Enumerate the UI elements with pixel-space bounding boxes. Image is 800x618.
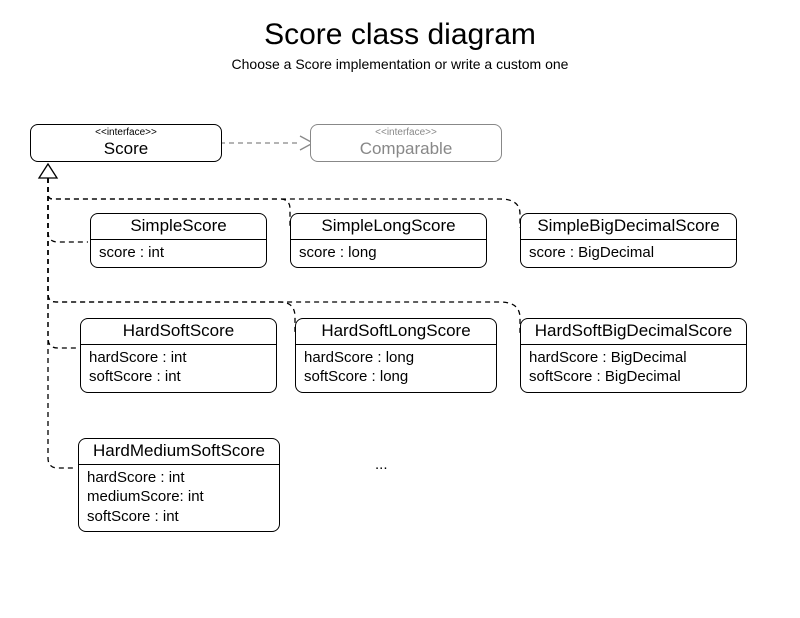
- stereotype-label: <<interface>>: [41, 127, 211, 139]
- class-hardsoft-long-score: HardSoftLongScore hardScore : long softS…: [295, 318, 497, 393]
- class-field: score : long: [299, 243, 478, 263]
- class-name: SimpleLongScore: [301, 216, 476, 236]
- class-field: hardScore : long: [304, 348, 488, 368]
- class-simple-bigdecimal-score: SimpleBigDecimalScore score : BigDecimal: [520, 213, 737, 268]
- diagram-title: Score class diagram: [0, 18, 800, 52]
- class-name: Comparable: [321, 139, 491, 159]
- class-field: softScore : int: [87, 507, 271, 527]
- class-field: softScore : BigDecimal: [529, 367, 738, 387]
- interface-comparable: <<interface>> Comparable: [310, 124, 502, 162]
- interface-score: <<interface>> Score: [30, 124, 222, 162]
- class-name: HardMediumSoftScore: [89, 441, 269, 461]
- ellipsis: ...: [375, 456, 388, 473]
- class-name: HardSoftLongScore: [306, 321, 486, 341]
- class-hardsoft-bigdecimal-score: HardSoftBigDecimalScore hardScore : BigD…: [520, 318, 747, 393]
- class-name: HardSoftScore: [91, 321, 266, 341]
- class-simple-score: SimpleScore score : int: [90, 213, 267, 268]
- diagram-subtitle: Choose a Score implementation or write a…: [0, 56, 800, 72]
- class-hardmediumsoft-score: HardMediumSoftScore hardScore : int medi…: [78, 438, 280, 532]
- class-name: SimpleScore: [101, 216, 256, 236]
- class-field: softScore : int: [89, 367, 268, 387]
- class-name: Score: [41, 139, 211, 159]
- class-field: score : BigDecimal: [529, 243, 728, 263]
- class-field: hardScore : int: [89, 348, 268, 368]
- class-hardsoft-score: HardSoftScore hardScore : int softScore …: [80, 318, 277, 393]
- class-name: HardSoftBigDecimalScore: [531, 321, 736, 341]
- stereotype-label: <<interface>>: [321, 127, 491, 139]
- class-name: SimpleBigDecimalScore: [531, 216, 726, 236]
- class-field: hardScore : BigDecimal: [529, 348, 738, 368]
- class-field: hardScore : int: [87, 468, 271, 488]
- class-field: score : int: [99, 243, 258, 263]
- class-simple-long-score: SimpleLongScore score : long: [290, 213, 487, 268]
- class-field: softScore : long: [304, 367, 488, 387]
- class-field: mediumScore: int: [87, 487, 271, 507]
